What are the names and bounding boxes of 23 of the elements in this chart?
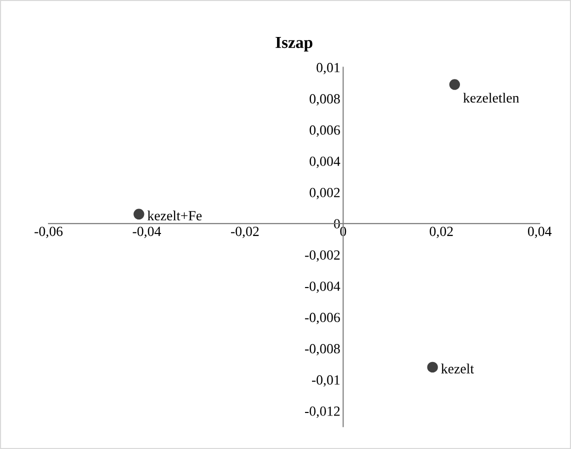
y-tick-label: -0,004: [305, 282, 340, 293]
y-tick-label: -0,008: [305, 344, 340, 356]
point: [449, 79, 460, 90]
annotation: kezelt+Fe: [147, 210, 202, 220]
x-tick-label: 0,04: [528, 226, 552, 238]
x-tick-label: -0,06: [34, 226, 63, 238]
y-tick-label: -0,006: [305, 312, 340, 324]
y-tick-label: 0,006: [310, 125, 340, 137]
y-tick-label: 0,002: [310, 188, 340, 200]
y-tick-label: 0,01: [316, 62, 340, 74]
y-tick-label: -0,01: [312, 375, 340, 387]
annotation: kezeletlen: [463, 92, 520, 103]
x-tick-label: -0,02: [231, 226, 259, 238]
x-tick-label: 0,02: [430, 226, 453, 238]
point: [427, 362, 438, 373]
x-tick-label: -0,04: [132, 226, 161, 238]
chart-title: Iszap: [276, 36, 312, 52]
annotation: kezelt: [441, 364, 474, 374]
y-tick-label: 0,004: [310, 156, 340, 168]
y-tick-label: 0,008: [310, 94, 340, 106]
y-tick-label: -0,002: [305, 250, 340, 262]
y-tick-label: -0,012: [305, 406, 340, 418]
point: [134, 208, 144, 220]
